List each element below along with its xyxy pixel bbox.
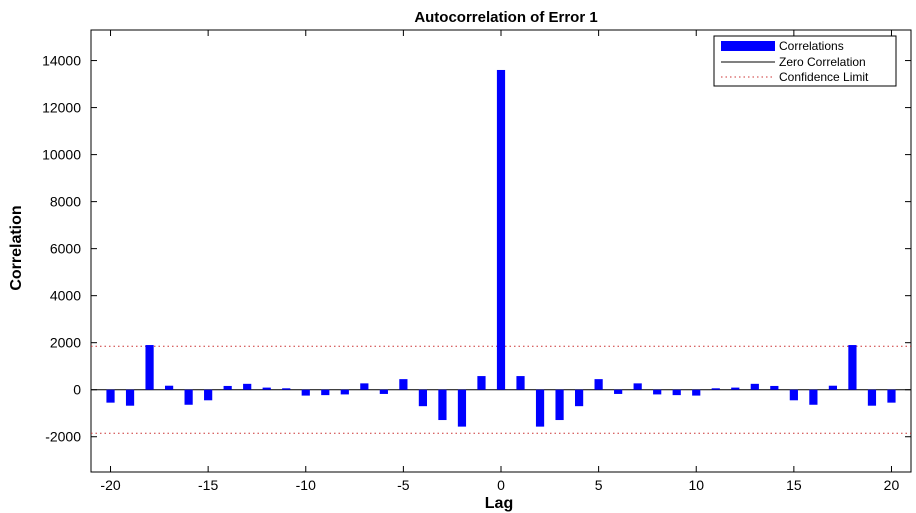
bar-lag--14: [223, 385, 232, 390]
bar-lag-18: [848, 345, 857, 390]
bar-lag-5: [594, 379, 603, 390]
bar-lag--9: [321, 389, 330, 396]
bar-lag-14: [770, 385, 779, 390]
bar-lag--1: [477, 376, 486, 390]
bar-lag--3: [438, 389, 447, 421]
legend: Correlations Zero Correlation Confidence…: [713, 35, 897, 87]
x-axis-label: Lag: [485, 495, 513, 512]
bar-lag--2: [457, 389, 467, 427]
bar-lag--17: [164, 385, 174, 390]
bar-lag-11: [711, 388, 720, 390]
x-axis-ticks: -20 -15 -10 -5 0 5 10 15 20: [100, 30, 899, 493]
bar-lag--19: [125, 389, 135, 406]
bar-lag--5: [399, 379, 408, 390]
y-tick-label: 12000: [42, 100, 81, 116]
bar-lag-17: [828, 385, 838, 390]
y-tick-label: 14000: [42, 53, 81, 69]
bar-lag--16: [184, 389, 193, 405]
x-tick-label: 15: [786, 477, 802, 493]
plot-area: -20 -15 -10 -5 0 5 10 15 20 -2000 0 2000 4000 6000 80…: [42, 29, 912, 493]
bar-lag-8: [653, 389, 662, 395]
y-tick-label: 10000: [42, 147, 81, 163]
x-tick-label: 5: [595, 477, 603, 493]
legend-label-zero-correlation: Zero Correlation: [779, 55, 866, 69]
bar-lag--18: [145, 345, 154, 390]
bar-lag--12: [262, 387, 271, 390]
bar-lag--11: [282, 388, 291, 390]
x-tick-label: -20: [100, 477, 120, 493]
y-tick-label: 2000: [50, 335, 81, 351]
x-tick-label: -5: [397, 477, 410, 493]
y-tick-label: 0: [73, 382, 81, 398]
y-tick-label: 6000: [50, 241, 81, 257]
y-axis-label: Correlation: [8, 205, 25, 290]
bar-lag-4: [574, 389, 584, 407]
bar-lag--7: [360, 383, 369, 390]
bar-lag-9: [672, 389, 681, 396]
bar-lag-15: [789, 389, 798, 401]
legend-label-confidence-limit: Confidence Limit: [779, 70, 869, 84]
chart-title: Autocorrelation of Error 1: [414, 9, 597, 26]
bar-lag-3: [555, 389, 564, 421]
bar-lag--15: [204, 389, 213, 401]
x-tick-label: 10: [688, 477, 704, 493]
y-axis-ticks: -2000 0 2000 4000 6000 8000 10000 12000 14000: [42, 53, 911, 445]
correlation-bars: [106, 69, 896, 427]
bar-lag--13: [243, 383, 252, 390]
bar-lag-12: [731, 387, 740, 390]
bar-lag-2: [535, 389, 545, 427]
bar-lag-1: [516, 376, 525, 390]
bar-lag-19: [867, 389, 877, 406]
bar-lag-6: [614, 389, 623, 394]
bar-lag-10: [692, 389, 701, 396]
x-tick-label: -10: [296, 477, 316, 493]
bar-lag--10: [301, 389, 310, 396]
bar-lag-0: [496, 69, 506, 390]
bar-lag--8: [340, 389, 349, 395]
bar-lag-16: [809, 389, 818, 405]
bar-lag-20: [887, 389, 896, 403]
y-tick-label: 8000: [50, 194, 81, 210]
x-tick-label: -15: [198, 477, 218, 493]
bar-lag-7: [633, 383, 642, 390]
legend-swatch-correlations: [721, 41, 775, 51]
bar-lag-13: [750, 383, 759, 390]
x-tick-label: 20: [884, 477, 900, 493]
legend-label-correlations: Correlations: [779, 39, 844, 53]
x-tick-label: 0: [497, 477, 505, 493]
bar-lag--20: [106, 389, 115, 403]
y-tick-label: -2000: [45, 429, 81, 445]
bar-lag--4: [418, 389, 428, 407]
y-tick-label: 4000: [50, 288, 81, 304]
bar-lag--6: [379, 389, 388, 394]
